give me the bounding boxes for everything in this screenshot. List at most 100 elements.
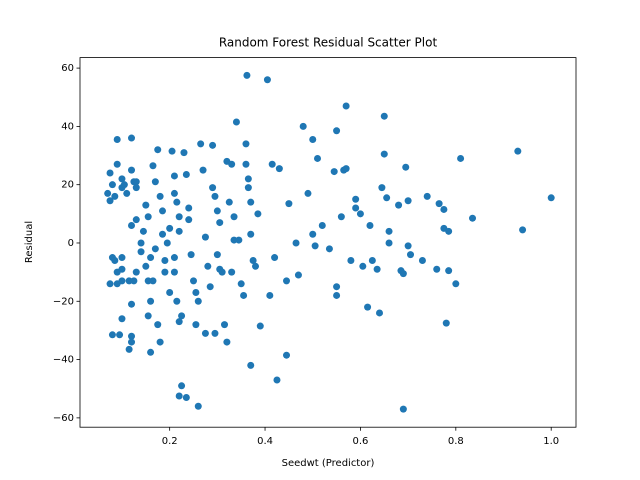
point bbox=[240, 291, 248, 299]
point bbox=[139, 227, 147, 235]
point bbox=[452, 280, 460, 288]
point bbox=[352, 195, 360, 203]
point bbox=[309, 230, 317, 238]
point bbox=[283, 277, 291, 285]
point bbox=[285, 200, 293, 208]
point bbox=[161, 256, 169, 264]
x-tick-label: 0.2 bbox=[162, 436, 178, 447]
point bbox=[342, 165, 350, 173]
point bbox=[149, 277, 157, 285]
point bbox=[209, 184, 217, 192]
point bbox=[168, 147, 176, 155]
point bbox=[175, 213, 183, 221]
point bbox=[118, 315, 126, 323]
y-tick-label: 20 bbox=[61, 180, 74, 191]
point bbox=[399, 270, 407, 278]
point bbox=[404, 242, 412, 250]
point bbox=[147, 254, 155, 262]
point bbox=[128, 338, 136, 346]
y-axis-label: Residual bbox=[24, 221, 35, 263]
point bbox=[242, 140, 250, 148]
point bbox=[175, 227, 183, 235]
plot-frame bbox=[79, 57, 577, 428]
point bbox=[108, 331, 116, 339]
point bbox=[185, 216, 193, 224]
point bbox=[232, 118, 240, 126]
point bbox=[228, 160, 236, 168]
point bbox=[125, 345, 133, 353]
point bbox=[292, 239, 300, 247]
point bbox=[330, 168, 338, 176]
point bbox=[113, 160, 121, 168]
point bbox=[266, 291, 274, 299]
point bbox=[244, 175, 252, 183]
point bbox=[433, 265, 441, 273]
point bbox=[118, 254, 126, 262]
point bbox=[247, 230, 255, 238]
point bbox=[182, 393, 190, 401]
point bbox=[352, 204, 360, 212]
point bbox=[547, 194, 555, 202]
point bbox=[380, 112, 388, 120]
point bbox=[104, 189, 112, 197]
point bbox=[147, 297, 155, 305]
point bbox=[399, 405, 407, 413]
point bbox=[368, 256, 376, 264]
point bbox=[407, 251, 415, 259]
point bbox=[123, 189, 131, 197]
point bbox=[116, 331, 124, 339]
point bbox=[170, 189, 178, 197]
point bbox=[128, 332, 136, 340]
point bbox=[440, 205, 448, 213]
point bbox=[469, 214, 477, 222]
point bbox=[311, 242, 319, 250]
point bbox=[249, 256, 257, 264]
point bbox=[359, 262, 367, 270]
point bbox=[128, 134, 136, 142]
point bbox=[159, 207, 167, 215]
point bbox=[132, 268, 140, 276]
point bbox=[142, 201, 150, 209]
point bbox=[142, 262, 150, 270]
point bbox=[175, 318, 183, 326]
point bbox=[201, 329, 209, 337]
point bbox=[314, 154, 322, 162]
point bbox=[333, 283, 341, 291]
point bbox=[337, 213, 345, 221]
point bbox=[166, 224, 174, 232]
point bbox=[376, 309, 384, 317]
point bbox=[299, 122, 307, 130]
point bbox=[120, 181, 128, 189]
point bbox=[118, 175, 126, 183]
point bbox=[445, 267, 453, 275]
point bbox=[268, 160, 276, 168]
point bbox=[230, 213, 238, 221]
point bbox=[128, 300, 136, 308]
point bbox=[178, 312, 186, 320]
point bbox=[366, 221, 374, 229]
point bbox=[283, 351, 291, 359]
point bbox=[221, 321, 229, 329]
point bbox=[132, 184, 140, 192]
point bbox=[247, 361, 255, 369]
point bbox=[325, 245, 333, 253]
x-tick-label: 0.6 bbox=[352, 436, 368, 447]
point bbox=[170, 254, 178, 262]
point bbox=[199, 166, 207, 174]
point bbox=[144, 312, 152, 320]
point bbox=[113, 136, 121, 144]
y-tick-label: −20 bbox=[53, 296, 74, 307]
point bbox=[364, 303, 372, 311]
point bbox=[192, 321, 200, 329]
point bbox=[380, 150, 388, 158]
point bbox=[294, 271, 302, 279]
point bbox=[187, 251, 195, 259]
point bbox=[304, 189, 312, 197]
point bbox=[106, 280, 114, 288]
x-axis-label: Seedwt (Predictor) bbox=[282, 458, 375, 469]
point bbox=[318, 221, 326, 229]
point bbox=[378, 184, 386, 192]
point bbox=[275, 165, 283, 173]
point bbox=[137, 239, 145, 247]
